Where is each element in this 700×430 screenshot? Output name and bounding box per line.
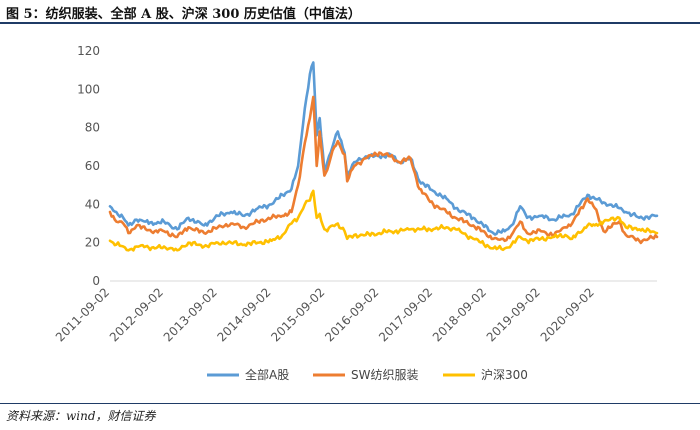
x-axis-ticks: 2011-09-022012-09-022013-09-022014-09-02… xyxy=(53,285,597,344)
legend-label: 全部A股 xyxy=(245,367,289,382)
y-tick-label: 20 xyxy=(85,236,100,250)
y-tick-label: 100 xyxy=(77,82,100,96)
x-tick-label: 2017-09-02 xyxy=(376,285,435,344)
y-tick-label: 40 xyxy=(85,197,100,211)
y-axis-ticks: 0 20 40 60 80 100 120 xyxy=(77,44,100,288)
x-tick-label: 2013-09-02 xyxy=(161,285,220,344)
x-tick-label: 2016-09-02 xyxy=(322,285,381,344)
x-tick-label: 2020-09-02 xyxy=(538,285,597,344)
bottom-rule xyxy=(0,403,700,404)
chart-area: 0 20 40 60 80 100 120 2011-09-022012-09-022013… xyxy=(53,44,659,382)
x-tick-label: 2015-09-02 xyxy=(268,285,327,344)
series-line xyxy=(108,189,659,252)
y-tick-label: 120 xyxy=(77,44,100,58)
x-tick-label: 2011-09-02 xyxy=(53,285,112,344)
x-tick-label: 2019-09-02 xyxy=(484,285,543,344)
x-tick-label: 2012-09-02 xyxy=(107,285,166,344)
series-line xyxy=(108,95,659,245)
top-rule xyxy=(0,22,700,24)
legend-label: 沪深300 xyxy=(481,368,528,382)
y-tick-label: 0 xyxy=(92,274,100,288)
source-note: 资料来源：wind，财信证券 xyxy=(6,409,156,423)
series-line xyxy=(108,61,659,236)
legend-label: SW纺织服装 xyxy=(351,368,418,382)
x-tick-label: 2018-09-02 xyxy=(430,285,489,344)
legend: 全部A股 SW纺织服装 沪深300 xyxy=(207,367,528,382)
y-tick-label: 60 xyxy=(85,159,100,173)
series-lines xyxy=(108,61,659,252)
figure-title: 图 5：纺织服装、全部 A 股、沪深 300 历史估值（中值法） xyxy=(6,7,361,22)
y-tick-label: 80 xyxy=(85,121,100,135)
x-tick-label: 2014-09-02 xyxy=(214,285,273,344)
